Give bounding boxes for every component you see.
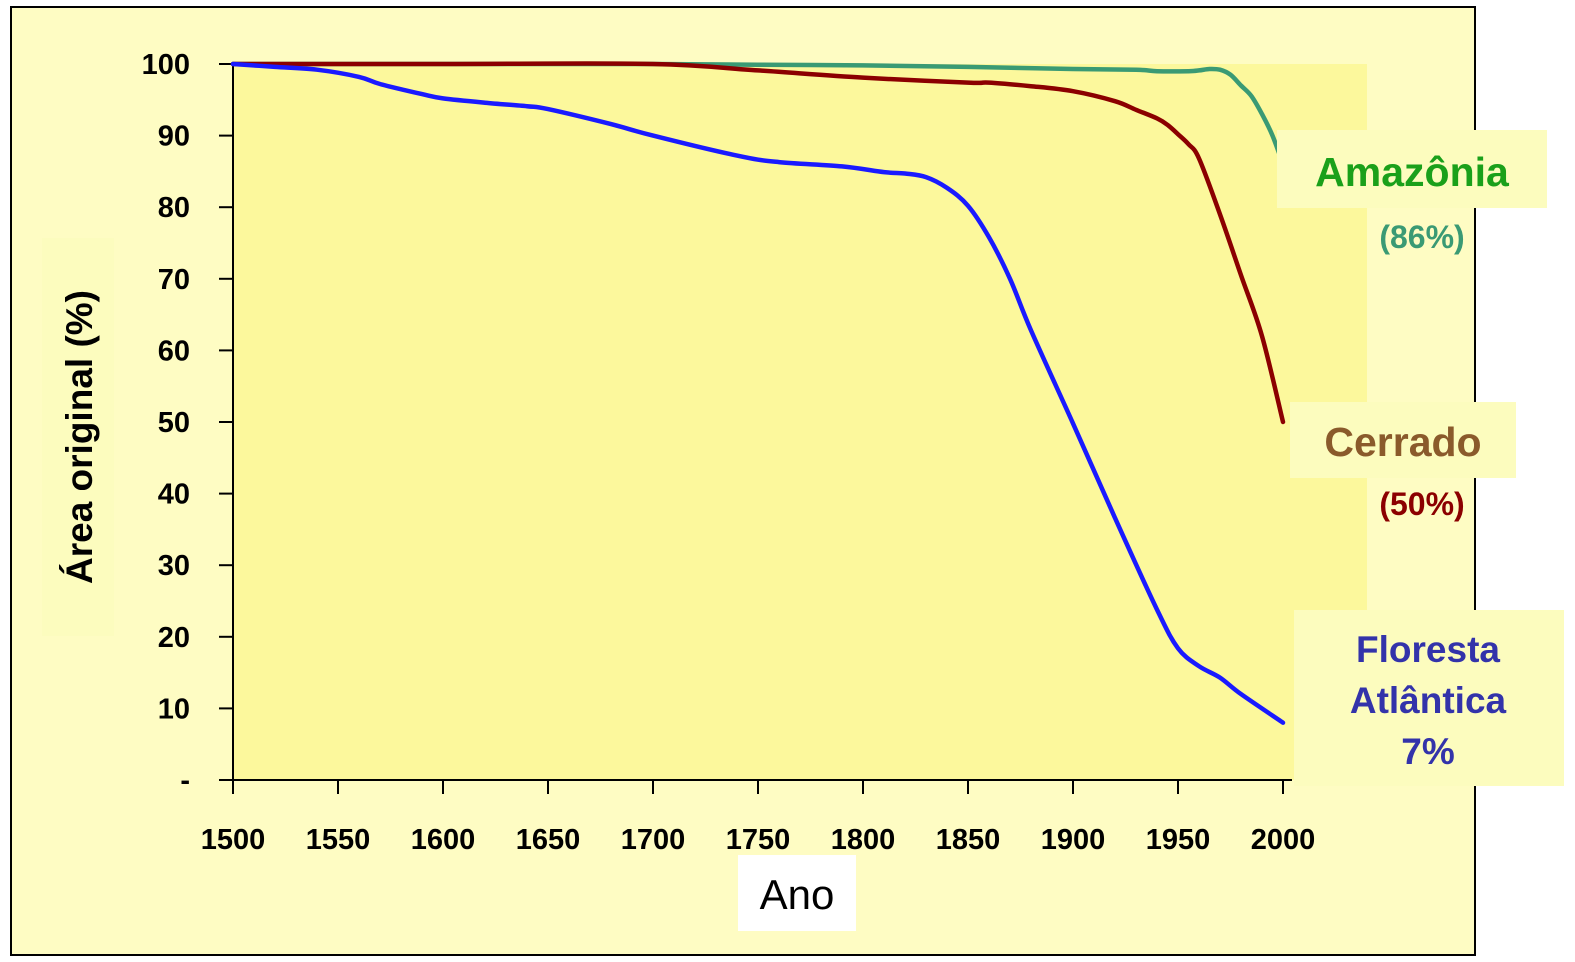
x-axis-title-box <box>738 855 856 931</box>
y-tick-label: 70 <box>158 264 190 296</box>
x-tick-label: 2000 <box>1251 824 1316 856</box>
floresta-percent: 7% <box>1401 731 1454 772</box>
amazonia-label: Amazônia <box>1315 149 1510 195</box>
plot-area <box>233 64 1367 780</box>
y-tick-label: 20 <box>158 622 190 654</box>
axes: - 10 20 30 40 50 60 70 80 90 100 1500 1550 1600 1650 17… <box>142 49 1316 856</box>
amazonia-label-box <box>1277 130 1547 208</box>
y-tick-label: 50 <box>158 407 190 439</box>
x-tick-label: 1500 <box>201 824 266 856</box>
floresta-label-line1: Floresta <box>1356 629 1500 670</box>
y-tick-label: 60 <box>158 335 190 367</box>
y-tick-label: 90 <box>158 121 190 153</box>
cerrado-percent: (50%) <box>1379 486 1464 522</box>
x-tick-label: 1950 <box>1146 824 1211 856</box>
x-tick-label: 1600 <box>411 824 476 856</box>
x-tick-label: 1800 <box>831 824 896 856</box>
y-tick-label: 30 <box>158 550 190 582</box>
y-tick-label: 40 <box>158 479 190 511</box>
floresta-label-box <box>1294 610 1564 786</box>
cerrado-label: Cerrado <box>1324 419 1481 465</box>
floresta-label-line2: Atlântica <box>1350 680 1507 721</box>
x-axis-title: Ano <box>760 871 835 918</box>
cerrado-label-box <box>1290 402 1516 478</box>
y-tick-label: 100 <box>142 49 190 81</box>
y-axis-title: Área original (%) <box>59 290 100 584</box>
series-line-cerrado <box>230 61 1286 425</box>
y-tick-label: 10 <box>158 693 190 725</box>
series-layer <box>230 61 1286 725</box>
series-line-floresta-atlantica <box>230 61 1286 725</box>
y-tick-label: - <box>180 765 190 797</box>
x-tick-label: 1850 <box>936 824 1001 856</box>
y-axis-title-box <box>42 238 114 636</box>
y-tick-label: 80 <box>158 192 190 224</box>
x-tick-label: 1750 <box>726 824 791 856</box>
x-tick-label: 1700 <box>621 824 686 856</box>
x-tick-label: 1900 <box>1041 824 1106 856</box>
amazonia-percent: (86%) <box>1379 219 1464 255</box>
x-tick-label: 1550 <box>306 824 371 856</box>
x-tick-label: 1650 <box>516 824 581 856</box>
